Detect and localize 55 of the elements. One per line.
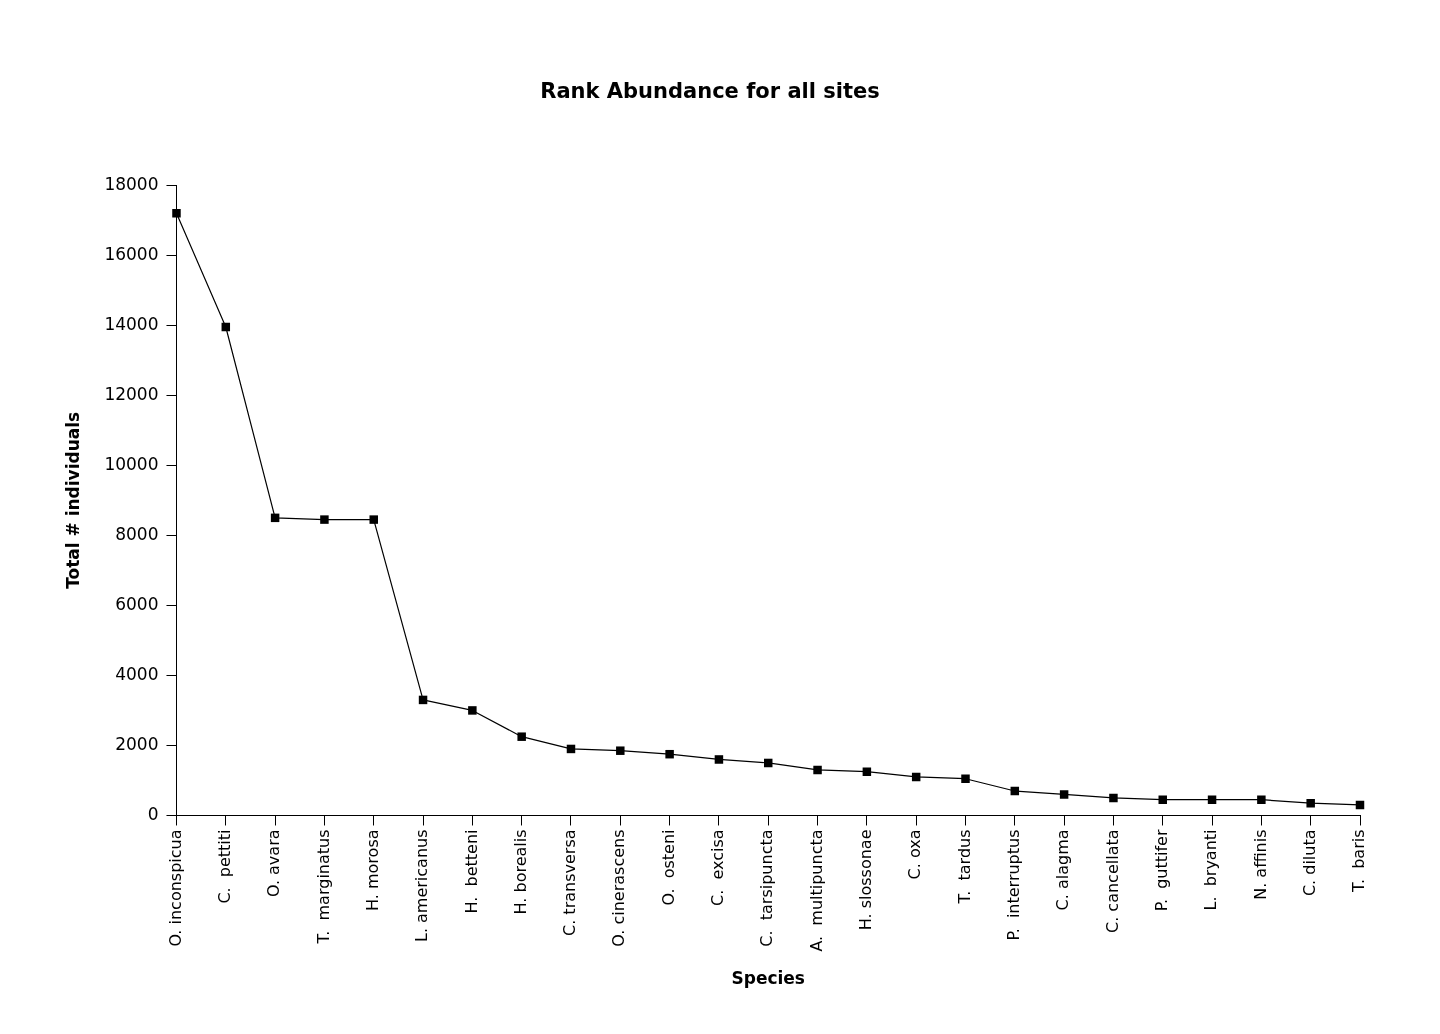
y-tick-label: 16000 bbox=[104, 243, 159, 264]
x-tick-label: L. americanus bbox=[412, 829, 432, 943]
y-tick-label: 18000 bbox=[104, 173, 159, 194]
point bbox=[517, 732, 526, 741]
y-tick-label: 14000 bbox=[104, 313, 159, 334]
x-tick-label: T. tardus bbox=[954, 829, 974, 905]
point bbox=[468, 706, 477, 715]
x-tick-label: O. cinerascens bbox=[609, 829, 629, 947]
x-tick-label: A. multipuncta bbox=[806, 829, 826, 952]
x-tick-label: N. affinis bbox=[1250, 829, 1270, 900]
x-tick-label: H. betteni bbox=[461, 829, 481, 914]
point bbox=[172, 208, 181, 218]
x-tick-label: C. cancellata bbox=[1102, 829, 1122, 933]
y-tick-label: 6000 bbox=[115, 593, 159, 614]
chart-title: Rank Abundance for all sites bbox=[540, 79, 880, 104]
x-tick-label: H. morosa bbox=[362, 829, 382, 911]
point bbox=[813, 765, 822, 775]
x-axis-title: Species bbox=[731, 968, 805, 989]
point bbox=[714, 755, 724, 764]
x-tick-label: C. alagma bbox=[1053, 829, 1073, 911]
point bbox=[862, 767, 872, 776]
y-tick-label: 4000 bbox=[115, 663, 159, 684]
x-tick-label: H. slossonae bbox=[856, 829, 876, 931]
x-tick-label: O. avara bbox=[264, 829, 284, 898]
y-tick-label: 0 bbox=[147, 803, 159, 824]
x-tick-label: O. osteni bbox=[658, 829, 678, 906]
x-tick-label: T. marginatus bbox=[313, 829, 333, 945]
x-tick-label: O. inconspicua bbox=[165, 829, 185, 947]
x-tick-label: C. pettiti bbox=[214, 829, 234, 904]
point bbox=[1059, 790, 1069, 799]
point bbox=[616, 746, 625, 755]
x-tick-label: P. interruptus bbox=[1003, 829, 1023, 941]
point bbox=[665, 749, 674, 759]
x-tick-label: T. baris bbox=[1349, 829, 1369, 893]
x-tick-label: L. bryanti bbox=[1201, 829, 1221, 911]
point bbox=[1109, 793, 1118, 803]
y-tick-label: 8000 bbox=[115, 523, 159, 544]
point bbox=[961, 774, 970, 783]
point bbox=[1158, 795, 1167, 804]
y-axis-title: Total # individuals bbox=[62, 411, 83, 589]
x-tick-label: H. borealis bbox=[510, 829, 530, 915]
x-tick-label: C. transversa bbox=[560, 829, 580, 936]
point bbox=[320, 515, 329, 524]
x-tick-label: C. oxa bbox=[905, 829, 925, 880]
x-tick-label: C. excisa bbox=[708, 829, 728, 907]
point bbox=[1207, 795, 1217, 804]
point bbox=[369, 515, 378, 524]
x-tick-label: C. tarsipuncta bbox=[757, 829, 777, 947]
y-tick-label: 2000 bbox=[115, 733, 159, 754]
y-tick-label: 12000 bbox=[104, 383, 159, 404]
point bbox=[1306, 798, 1315, 808]
point bbox=[1257, 795, 1266, 804]
x-tick-label: P. guttifer bbox=[1151, 829, 1171, 912]
x-tick-label: C. diluta bbox=[1299, 829, 1319, 897]
y-tick-label: 10000 bbox=[104, 453, 159, 474]
